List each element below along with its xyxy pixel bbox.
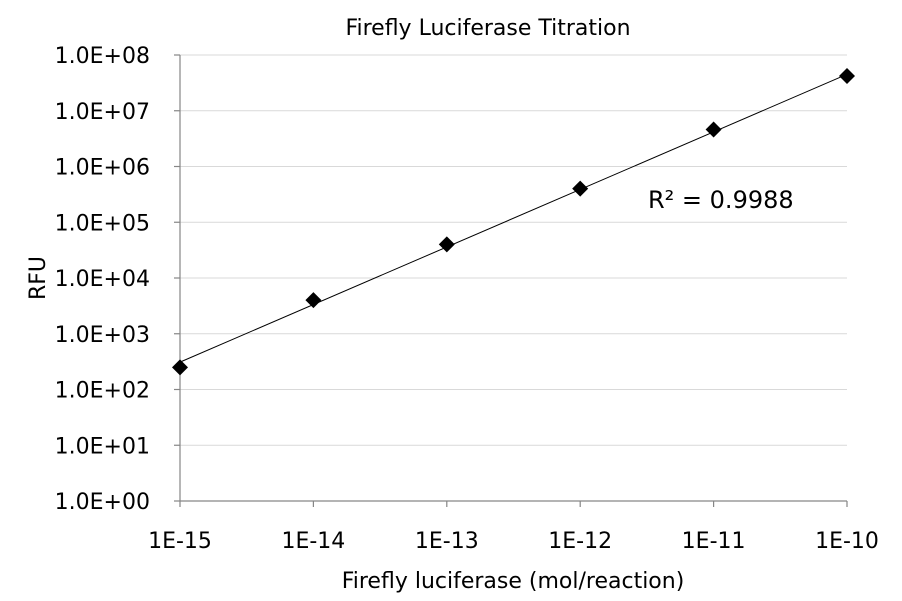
y-tick-label: 1.0E+01	[55, 434, 150, 459]
data-point-marker	[705, 121, 722, 138]
y-axis-title: RFU	[26, 256, 51, 300]
power-trendline	[179, 73, 848, 363]
x-tick-label: 1E-15	[148, 529, 212, 554]
y-tick-label: 1.0E+02	[55, 379, 150, 404]
y-tick-label: 1.0E+04	[55, 267, 150, 292]
y-tick-label: 1.0E+08	[55, 44, 150, 69]
x-tick-label: 1E-10	[815, 529, 879, 554]
data-point-marker	[305, 292, 322, 309]
axes	[174, 54, 848, 507]
data-points	[172, 68, 855, 376]
y-tick-label: 1.0E+07	[55, 100, 150, 125]
data-point-marker	[839, 68, 855, 85]
x-tick-label: 1E-11	[682, 529, 746, 554]
y-tick-label: 1.0E+00	[55, 490, 150, 515]
y-tick-label: 1.0E+06	[55, 156, 150, 181]
trendline-layer	[179, 73, 848, 363]
x-tick-label: 1E-12	[548, 529, 612, 554]
data-point-marker	[438, 236, 455, 253]
x-tick-label: 1E-14	[281, 529, 345, 554]
x-tick-label: 1E-13	[415, 529, 479, 554]
y-tick-label: 1.0E+05	[55, 211, 150, 236]
chart-title: Firefly Luciferase Titration	[345, 16, 630, 41]
y-tick-label: 1.0E+03	[55, 323, 150, 348]
data-point-marker	[572, 180, 589, 197]
r-squared-annotation: R² = 0.9988	[648, 186, 794, 214]
tick-labels: 1.0E+00 1.0E+01 1.0E+02 1.0E+03 1.0E+04 1.0E+…	[55, 44, 879, 554]
data-point-marker	[172, 359, 188, 376]
grid-lines	[180, 54, 847, 446]
x-axis-title: Firefly luciferase (mol/reaction)	[342, 569, 685, 594]
